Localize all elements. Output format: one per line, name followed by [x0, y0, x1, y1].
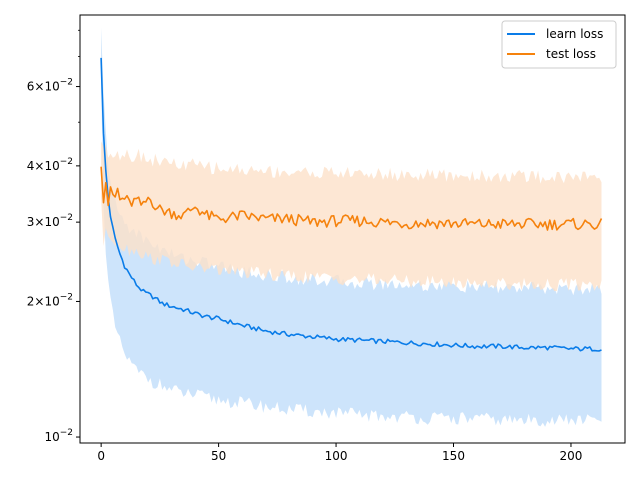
y-tick-label: 3×10−2: [27, 213, 73, 229]
y-tick-label: 2×10−2: [27, 292, 73, 308]
legend-box: [501, 20, 617, 69]
y-tick-label: 4×10−2: [27, 157, 73, 173]
x-tick-label: 150: [442, 449, 465, 463]
y-tick-label: 6×10−2: [27, 78, 73, 94]
line-learn: [100, 57, 602, 352]
y-tick-label: 10−2: [44, 428, 73, 444]
y-axis-ticks: 10−2 2×10−2 3×10−2 4×10−2 6×10−2: [27, 29, 80, 444]
legend: learn loss test loss: [501, 20, 617, 69]
confidence-bands: [101, 27, 602, 427]
x-tick-label: 100: [325, 449, 348, 463]
axes-frame: [79, 14, 626, 444]
x-axis-ticks: 0 50 100 150 200: [97, 443, 582, 463]
legend-label-test: test loss: [546, 47, 596, 61]
plot-area: [100, 27, 603, 427]
line-test: [100, 166, 603, 231]
x-tick-label: 200: [560, 449, 583, 463]
band-test: [101, 141, 602, 292]
series-lines: [100, 57, 603, 352]
x-tick-label: 0: [97, 449, 105, 463]
legend-label-learn: learn loss: [546, 27, 603, 41]
band-learn: [101, 27, 602, 427]
x-tick-label: 50: [211, 449, 226, 463]
